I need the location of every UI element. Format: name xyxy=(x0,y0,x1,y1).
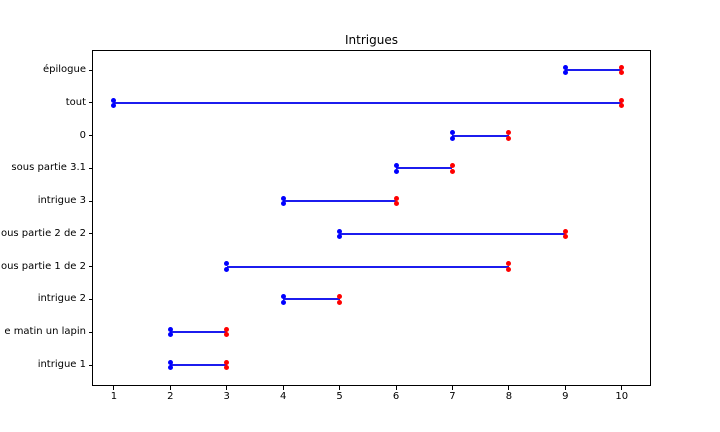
y-axis-tick xyxy=(89,364,93,366)
plot-frame xyxy=(92,50,651,386)
x-axis-tick xyxy=(226,386,228,390)
start-dot xyxy=(280,201,286,207)
x-axis-tick xyxy=(395,386,397,390)
y-axis-label: tout xyxy=(65,96,86,108)
y-axis-label: intrigue 1 xyxy=(37,359,86,370)
chart-title: Intrigues xyxy=(345,33,398,47)
y-axis-label: ous partie 1 de 2 xyxy=(0,260,86,272)
start-dot xyxy=(167,332,173,338)
start-dot xyxy=(167,365,173,371)
end-dot xyxy=(619,70,625,76)
range-line xyxy=(113,101,622,104)
start-dot xyxy=(393,168,399,174)
y-axis-label: sous partie 3.1 xyxy=(11,162,86,174)
start-dot xyxy=(562,70,568,76)
x-axis-tick xyxy=(113,386,115,390)
x-axis-label: 10 xyxy=(615,391,629,402)
start-dot xyxy=(167,359,173,365)
end-dot xyxy=(224,332,230,338)
range-line xyxy=(170,331,227,334)
range-line xyxy=(452,134,509,137)
end-dot xyxy=(619,97,625,103)
range-line xyxy=(339,232,566,235)
range-line xyxy=(170,364,227,366)
x-axis-label: 2 xyxy=(167,391,174,402)
end-dot xyxy=(337,294,343,300)
end-dot xyxy=(224,365,230,371)
start-dot xyxy=(280,294,286,300)
range-line xyxy=(226,265,509,268)
x-axis-tick xyxy=(621,386,623,390)
end-dot xyxy=(506,130,512,136)
y-axis-label: épilogue xyxy=(42,64,86,75)
end-dot xyxy=(337,299,343,305)
end-dot xyxy=(506,261,512,267)
start-dot xyxy=(224,266,230,272)
y-axis-label: ous partie 2 de 2 xyxy=(0,227,86,239)
start-dot xyxy=(224,261,230,267)
y-axis-tick xyxy=(89,200,93,202)
x-axis-label: 8 xyxy=(505,391,513,402)
start-dot xyxy=(337,234,343,240)
x-axis-label: 5 xyxy=(336,391,343,402)
x-axis-label: 4 xyxy=(279,391,287,402)
y-axis-tick xyxy=(89,102,93,104)
end-dot xyxy=(619,64,625,70)
end-dot xyxy=(224,359,230,365)
x-axis-tick xyxy=(508,386,510,390)
end-dot xyxy=(562,234,568,240)
range-line xyxy=(396,167,453,170)
start-dot xyxy=(111,97,117,103)
y-axis-label: e matin un lapin xyxy=(4,326,86,338)
range-line xyxy=(283,298,340,301)
y-axis-label: intrigue 3 xyxy=(37,195,86,207)
end-dot xyxy=(393,195,399,201)
y-axis-tick xyxy=(89,69,93,71)
x-axis-tick xyxy=(282,386,284,390)
y-axis-tick xyxy=(89,167,93,169)
y-axis-tick xyxy=(89,331,93,333)
start-dot xyxy=(167,326,173,332)
range-line xyxy=(283,200,397,203)
start-dot xyxy=(280,195,286,201)
x-axis-tick xyxy=(169,386,171,390)
start-dot xyxy=(449,135,455,141)
y-axis-tick xyxy=(89,266,93,268)
end-dot xyxy=(449,163,455,169)
x-axis-label: 7 xyxy=(449,391,456,402)
start-dot xyxy=(111,103,117,109)
end-dot xyxy=(619,103,625,109)
x-axis-label: 3 xyxy=(223,391,230,402)
start-dot xyxy=(562,64,568,70)
x-axis-tick xyxy=(339,386,341,390)
y-axis-tick xyxy=(89,233,93,235)
end-dot xyxy=(506,266,512,272)
x-axis-label: 9 xyxy=(562,391,569,402)
x-axis-tick xyxy=(564,386,566,390)
end-dot xyxy=(224,326,230,332)
start-dot xyxy=(393,163,399,169)
end-dot xyxy=(393,201,399,207)
end-dot xyxy=(562,228,568,234)
start-dot xyxy=(337,228,343,234)
y-axis-tick xyxy=(89,135,93,137)
x-axis-label: 1 xyxy=(110,391,118,402)
end-dot xyxy=(449,168,455,174)
y-axis-label: 0 xyxy=(79,129,86,141)
y-axis-tick xyxy=(89,298,93,300)
start-dot xyxy=(280,299,286,305)
x-axis-tick xyxy=(451,386,453,390)
start-dot xyxy=(449,130,455,136)
end-dot xyxy=(506,135,512,141)
y-axis-label: intrigue 2 xyxy=(37,293,86,305)
range-line xyxy=(565,69,622,71)
x-axis-label: 6 xyxy=(392,391,400,402)
